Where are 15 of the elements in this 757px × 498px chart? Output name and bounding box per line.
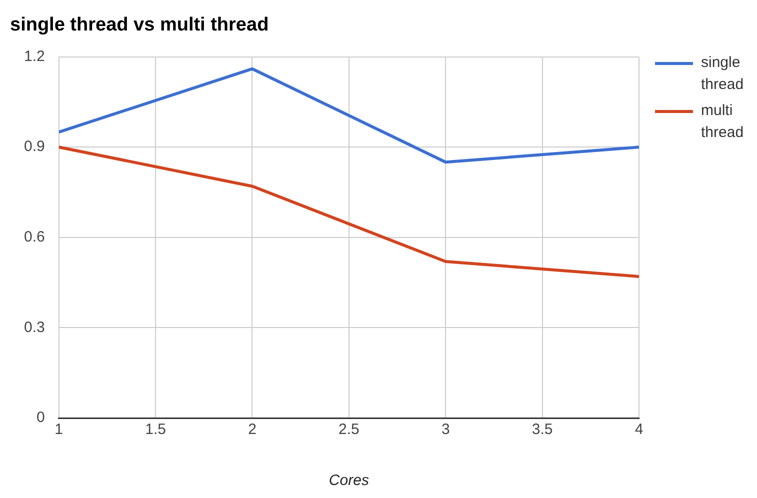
- y-tick-label: 0.3: [24, 318, 45, 336]
- x-tick-label: 3.5: [532, 421, 553, 438]
- y-tick-label: 0.9: [24, 138, 45, 156]
- x-axis-title: Cores: [328, 472, 370, 490]
- x-tick-label: 4: [634, 421, 644, 438]
- x-tick-label: 1: [54, 421, 64, 438]
- legend-label: multi thread: [701, 101, 745, 143]
- x-tick-label: 1.5: [145, 421, 166, 438]
- x-tick-label: 2: [248, 421, 256, 438]
- x-tick-label: 2.5: [338, 421, 360, 438]
- y-tick-label: 1.2: [24, 48, 45, 65]
- y-tick-label: 0.6: [24, 228, 45, 246]
- x-tick-label: 3: [441, 421, 450, 438]
- chart-title: single thread vs multi thread: [10, 14, 269, 36]
- y-tick-label: 0: [36, 409, 45, 426]
